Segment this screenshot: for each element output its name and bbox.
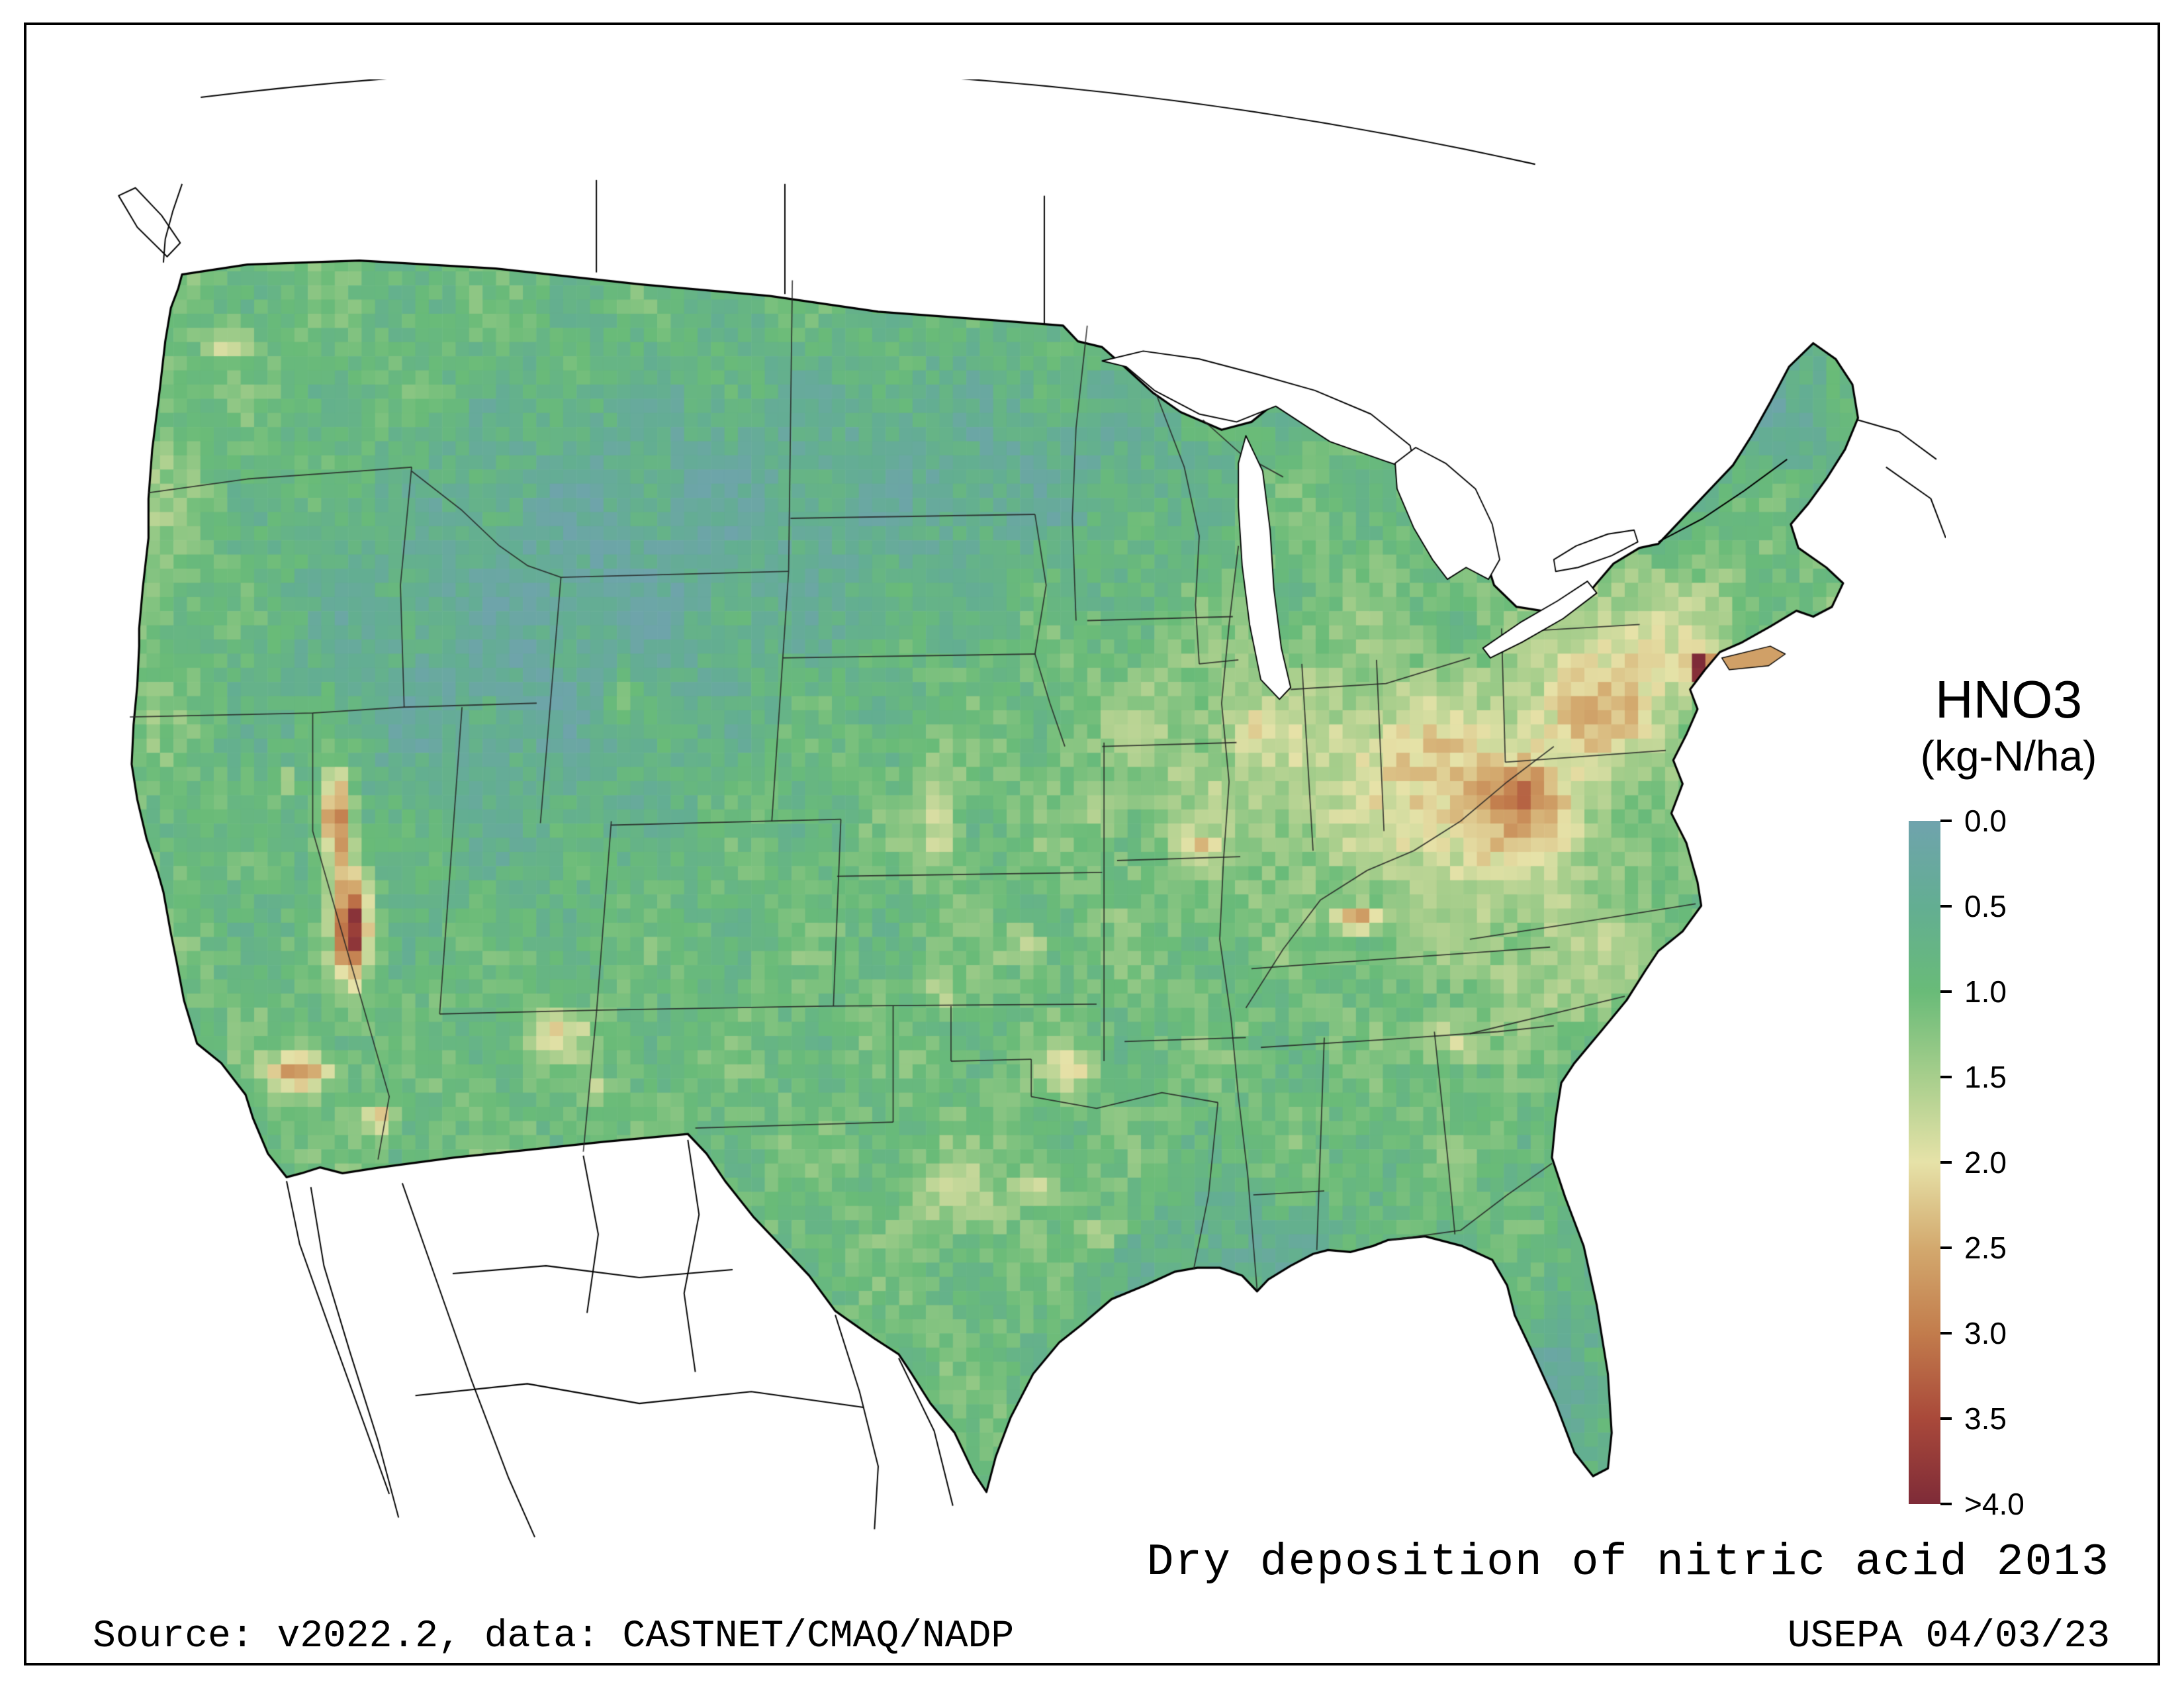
colorbar-tick — [1940, 1503, 1952, 1505]
colorbar-area: 0.0 0.5 1.0 1.5 2.0 2.5 3.0 3.5 >4.0 — [1909, 804, 2107, 1521]
colorbar-tick — [1940, 820, 1952, 822]
colorbar-tick-label: 1.0 — [1964, 974, 2007, 1009]
source-note: Source: v2022.2, data: CASTNET/CMAQ/NADP — [93, 1615, 1015, 1658]
colorbar-tick-label: 1.5 — [1964, 1060, 2007, 1094]
colorbar-tick — [1940, 1076, 1952, 1078]
colorbar-tick-label: 2.0 — [1964, 1145, 2007, 1180]
map-title: Dry deposition of nitric acid 2013 — [1146, 1537, 2110, 1588]
agency-date: USEPA 04/03/23 — [1787, 1615, 2110, 1658]
colorbar-tick-label: 3.0 — [1964, 1316, 2007, 1350]
colorbar-tick — [1940, 990, 1952, 993]
legend-title: HNO3 — [1934, 670, 2083, 729]
legend-units: (kg-N/ha) — [1920, 731, 2097, 780]
colorbar-tick — [1940, 1161, 1952, 1164]
legend: HNO3 (kg-N/ha) 0.0 0.5 1.0 1.5 2.0 2.5 3.0 3.5 >… — [1899, 670, 2118, 1537]
map-canvas — [79, 79, 1946, 1549]
colorbar-tick-label: >4.0 — [1964, 1487, 2025, 1521]
colorbar-tick-label: 3.5 — [1964, 1401, 2007, 1436]
us-deposition-map — [79, 79, 1946, 1549]
colorbar-tick — [1940, 905, 1952, 908]
colorbar-tick-label: 0.0 — [1964, 804, 2007, 838]
colorbar-ticks: 0.0 0.5 1.0 1.5 2.0 2.5 3.0 3.5 >4.0 — [1909, 804, 2107, 1521]
colorbar-tick — [1940, 1246, 1952, 1249]
colorbar-tick-label: 0.5 — [1964, 889, 2007, 923]
colorbar-tick — [1940, 1332, 1952, 1335]
colorbar-tick — [1940, 1417, 1952, 1420]
colorbar-tick-label: 2.5 — [1964, 1231, 2007, 1265]
colorbar — [1909, 821, 1940, 1504]
page-border — [24, 23, 2160, 1665]
